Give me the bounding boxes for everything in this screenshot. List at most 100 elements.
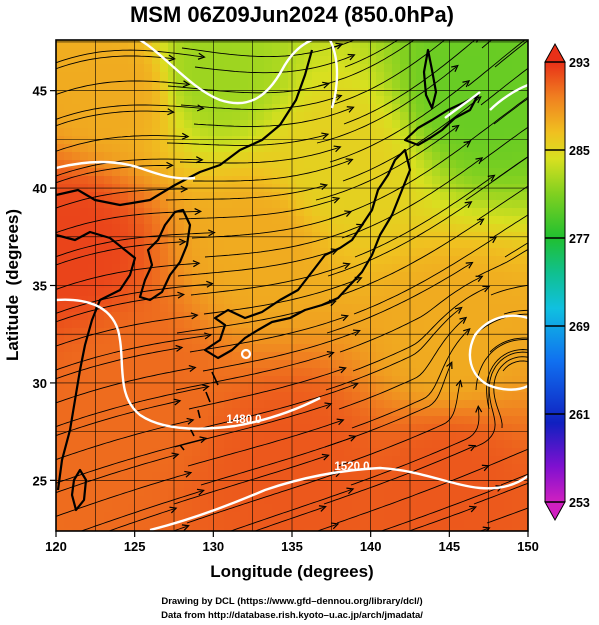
coastline-japan: [203, 148, 412, 360]
y-tick-label: 25: [33, 473, 47, 488]
streamline: [56, 188, 185, 209]
streamline: [490, 284, 528, 296]
streamline: [200, 436, 354, 486]
streamline: [181, 44, 341, 58]
streamline: [330, 40, 446, 106]
coastline-ryukyu: [179, 371, 219, 451]
streamline: [502, 360, 528, 372]
streamline-arrow: [344, 539, 352, 547]
low-center-marker: [240, 348, 252, 360]
contour-label-1480: 1480.0: [226, 414, 261, 426]
streamline-arrow: [476, 218, 485, 226]
streamline: [493, 97, 528, 125]
contour-ne: [444, 83, 528, 119]
streamline: [204, 225, 362, 258]
contour-north: [139, 40, 313, 105]
streamline-arrow: [173, 398, 182, 406]
streamline: [380, 486, 501, 531]
colorbar-tick-label: 293: [569, 56, 590, 70]
y-tick-label: 35: [33, 279, 47, 294]
streamline-arrow: [182, 80, 191, 88]
streamline-arrow: [321, 453, 330, 461]
streamline-arrow: [451, 124, 460, 132]
streamline: [193, 107, 352, 127]
streamline: [326, 263, 471, 334]
streamline-arrow: [326, 351, 335, 358]
streamline: [179, 147, 339, 164]
streamline: [56, 283, 211, 314]
streamline: [341, 158, 481, 239]
streamline: [56, 104, 202, 120]
credit-line-1: Drawing by DCL (https://www.gfd–dennou.o…: [161, 596, 422, 607]
streamline-arrow: [208, 229, 216, 237]
streamline-arrow: [332, 196, 341, 204]
streamline-arrow: [470, 566, 478, 574]
streamline: [323, 446, 474, 505]
streamline-arrow: [188, 364, 197, 372]
streamline: [486, 530, 599, 580]
streamline-arrow: [336, 418, 345, 426]
streamline: [339, 276, 481, 353]
streamline-arrow: [184, 28, 191, 35]
streamline-arrow: [342, 262, 351, 270]
streamline-arrow: [455, 379, 463, 388]
streamline-arrow: [463, 140, 472, 148]
streamline: [480, 67, 528, 106]
streamline: [178, 198, 338, 220]
streamline: [493, 356, 528, 429]
y-tick-label: 30: [33, 376, 47, 391]
streamline: [337, 382, 461, 467]
chart-title: MSM 06Z09Jun2024 (850.0hPa): [130, 2, 454, 27]
streamline: [79, 490, 202, 531]
streamline: [107, 508, 175, 531]
streamline: [407, 507, 475, 531]
streamline: [344, 40, 399, 68]
streamline-arrow: [463, 328, 471, 336]
streamline: [56, 262, 198, 290]
grid-lines: [56, 40, 528, 531]
streamline: [329, 81, 468, 163]
streamline: [475, 339, 528, 391]
streamline: [317, 40, 415, 87]
streamline-arrow: [194, 540, 202, 548]
streamline-arrow: [346, 487, 355, 495]
streamline-arrow: [197, 52, 206, 60]
streamline: [485, 592, 599, 625]
colorbar-bottom-arrow: [544, 501, 566, 522]
streamline: [167, 83, 328, 94]
streamline: [465, 156, 528, 201]
x-axis: 120 125 130 135 140 145 150: [45, 531, 539, 554]
streamline: [56, 400, 179, 437]
credit-line-2: Data from http://database.rish.kyoto–u.a…: [161, 610, 423, 621]
streamline: [342, 97, 480, 182]
streamline: [56, 347, 181, 380]
streamline-arrow: [186, 417, 195, 425]
colorbar-tick-label: 261: [569, 408, 590, 422]
streamline-arrow: [318, 505, 327, 512]
streamline: [489, 337, 528, 353]
coastline-korea: [138, 208, 192, 302]
streamline: [166, 134, 327, 146]
streamline-arrow: [593, 367, 599, 375]
streamline: [56, 211, 199, 234]
streamline-arrow: [461, 18, 469, 26]
streamline: [325, 308, 461, 391]
streamline: [466, 96, 528, 144]
streamline-arrow: [167, 108, 175, 116]
streamline-arrow: [199, 436, 208, 444]
contours: [56, 40, 528, 531]
streamline: [193, 159, 351, 182]
streamline-arrow: [196, 104, 205, 112]
streamline: [56, 55, 173, 70]
colorbar-ramp: [544, 61, 566, 503]
streamline-arrow: [475, 157, 484, 165]
streamline-arrow: [464, 201, 473, 209]
streamline-arrow: [594, 49, 599, 57]
streamline-arrow: [177, 291, 186, 299]
streamline-arrow: [468, 444, 477, 452]
coastlines: [56, 48, 480, 512]
streamline: [479, 126, 528, 163]
streamline-arrow: [345, 158, 354, 165]
streamline: [500, 473, 528, 486]
streamline: [491, 214, 528, 239]
